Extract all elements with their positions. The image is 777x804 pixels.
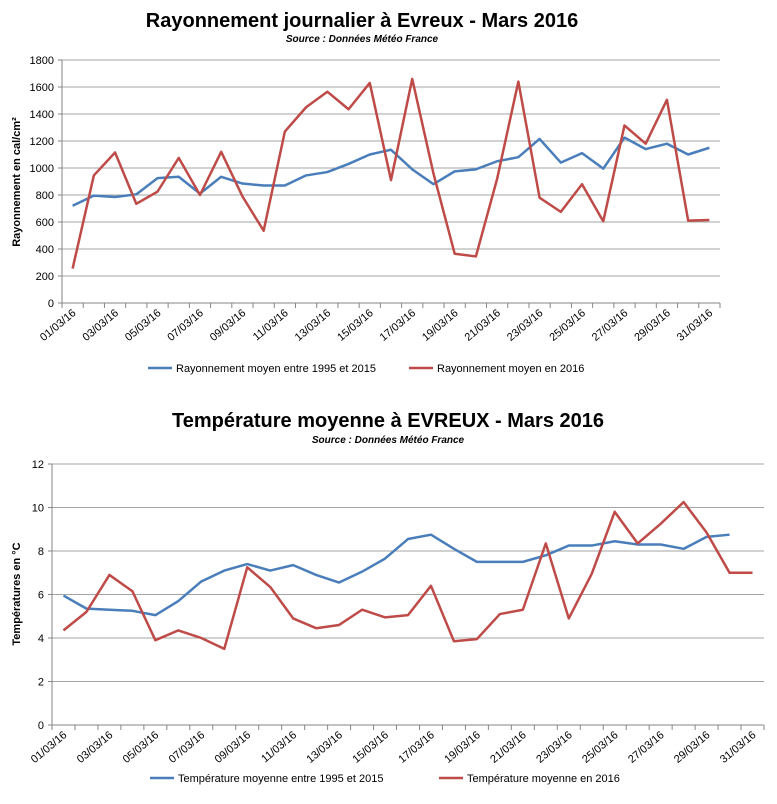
legend-label-2016: Rayonnement moyen en 2016 [437,363,584,375]
x-tick-label: 05/03/16 [123,307,164,344]
y-tick-label: 0 [48,298,54,310]
y-axis-ticks: 0 2 4 6 8 10 12 [32,459,52,732]
chart-subtitle: Source : Données Météo France [312,435,465,446]
x-axis-ticks: 01/03/16 03/03/16 05/03/16 07/03/16 09/03/16… [29,725,765,766]
series-line-2016 [62,500,753,651]
x-tick-label: 21/03/16 [463,307,504,344]
y-tick-label: 400 [36,244,54,256]
radiation-chart-panel: Rayonnement journalier à Evreux - Mars 2… [0,0,777,395]
x-tick-label: 23/03/16 [505,307,546,344]
radiation-chart: Rayonnement journalier à Evreux - Mars 2… [11,10,721,375]
y-tick-label: 200 [36,271,54,283]
x-tick-label: 19/03/16 [442,729,483,766]
gridlines [52,463,764,682]
y-tick-label: 800 [36,190,54,202]
x-axis [51,464,764,726]
x-tick-label: 03/03/16 [80,307,121,344]
y-tick-label: 0 [38,720,44,732]
y-tick-label: 2 [38,677,44,689]
x-tick-label: 15/03/16 [350,729,391,766]
legend-label-average: Rayonnement moyen entre 1995 et 2015 [176,363,376,375]
chart-title: Température moyenne à EVREUX - Mars 2016 [172,410,604,432]
x-tick-label: 31/03/16 [675,307,716,344]
x-tick-label: 01/03/16 [38,307,79,344]
legend: Température moyenne entre 1995 et 2015 T… [150,773,620,785]
temperature-chart-panel: Température moyenne à EVREUX - Mars 2016… [0,398,777,804]
y-axis-label: Rayonnement en cal/cm² [11,117,23,247]
y-tick-label: 1000 [30,163,54,175]
x-tick-label: 09/03/16 [213,729,254,766]
y-tick-label: 10 [32,503,44,515]
gridlines [62,59,720,277]
chart-title: Rayonnement journalier à Evreux - Mars 2… [146,10,578,32]
x-tick-label: 31/03/16 [718,729,759,766]
y-axis-ticks: 0 200 400 600 800 1000 1200 1400 1600 1800 [30,55,62,310]
x-tick-label: 29/03/16 [632,307,673,344]
legend-label-average: Température moyenne entre 1995 et 2015 [178,773,383,785]
x-tick-label: 25/03/16 [580,729,621,766]
y-axis-label: Températures en °C [11,542,23,645]
x-tick-label: 27/03/16 [626,729,667,766]
y-tick-label: 8 [38,546,44,558]
x-tick-label: 17/03/16 [396,729,437,766]
x-tick-label: 17/03/16 [378,307,419,344]
x-tick-label: 03/03/16 [75,729,116,766]
x-tick-label: 29/03/16 [672,729,713,766]
series-line-average-1995-2015 [62,533,730,617]
x-tick-label: 19/03/16 [420,307,461,344]
x-tick-label: 13/03/16 [293,307,334,344]
y-tick-label: 1200 [30,136,54,148]
y-tick-label: 1600 [30,82,54,94]
x-tick-label: 01/03/16 [29,729,70,766]
x-tick-label: 21/03/16 [488,729,529,766]
x-tick-label: 11/03/16 [259,729,299,765]
y-tick-label: 4 [38,633,44,645]
x-tick-label: 05/03/16 [121,729,162,766]
series-lines [62,500,753,651]
x-tick-label: 23/03/16 [534,729,575,766]
x-tick-label: 09/03/16 [208,307,249,344]
series-line-2016 [71,77,710,269]
x-tick-label: 11/03/16 [251,307,291,343]
y-tick-label: 1400 [30,109,54,121]
x-tick-label: 15/03/16 [335,307,376,344]
legend: Rayonnement moyen entre 1995 et 2015 Ray… [148,363,584,375]
x-tick-label: 13/03/16 [305,729,346,766]
y-tick-label: 12 [32,459,44,471]
y-tick-label: 1800 [30,55,54,67]
x-axis [61,60,720,304]
temperature-chart: Température moyenne à EVREUX - Mars 2016… [11,410,765,785]
x-tick-label: 25/03/16 [547,307,588,344]
y-tick-label: 600 [36,217,54,229]
series-line-average-1995-2015 [72,136,710,207]
x-tick-label: 27/03/16 [590,307,631,344]
chart-subtitle: Source : Données Météo France [286,34,439,45]
x-tick-label: 07/03/16 [165,307,206,344]
x-axis-ticks: 01/03/16 03/03/16 05/03/16 07/03/16 09/03/16… [38,303,721,344]
series-lines [71,77,710,269]
y-tick-label: 6 [38,590,44,602]
legend-label-2016: Température moyenne en 2016 [467,773,620,785]
x-tick-label: 07/03/16 [167,729,208,766]
